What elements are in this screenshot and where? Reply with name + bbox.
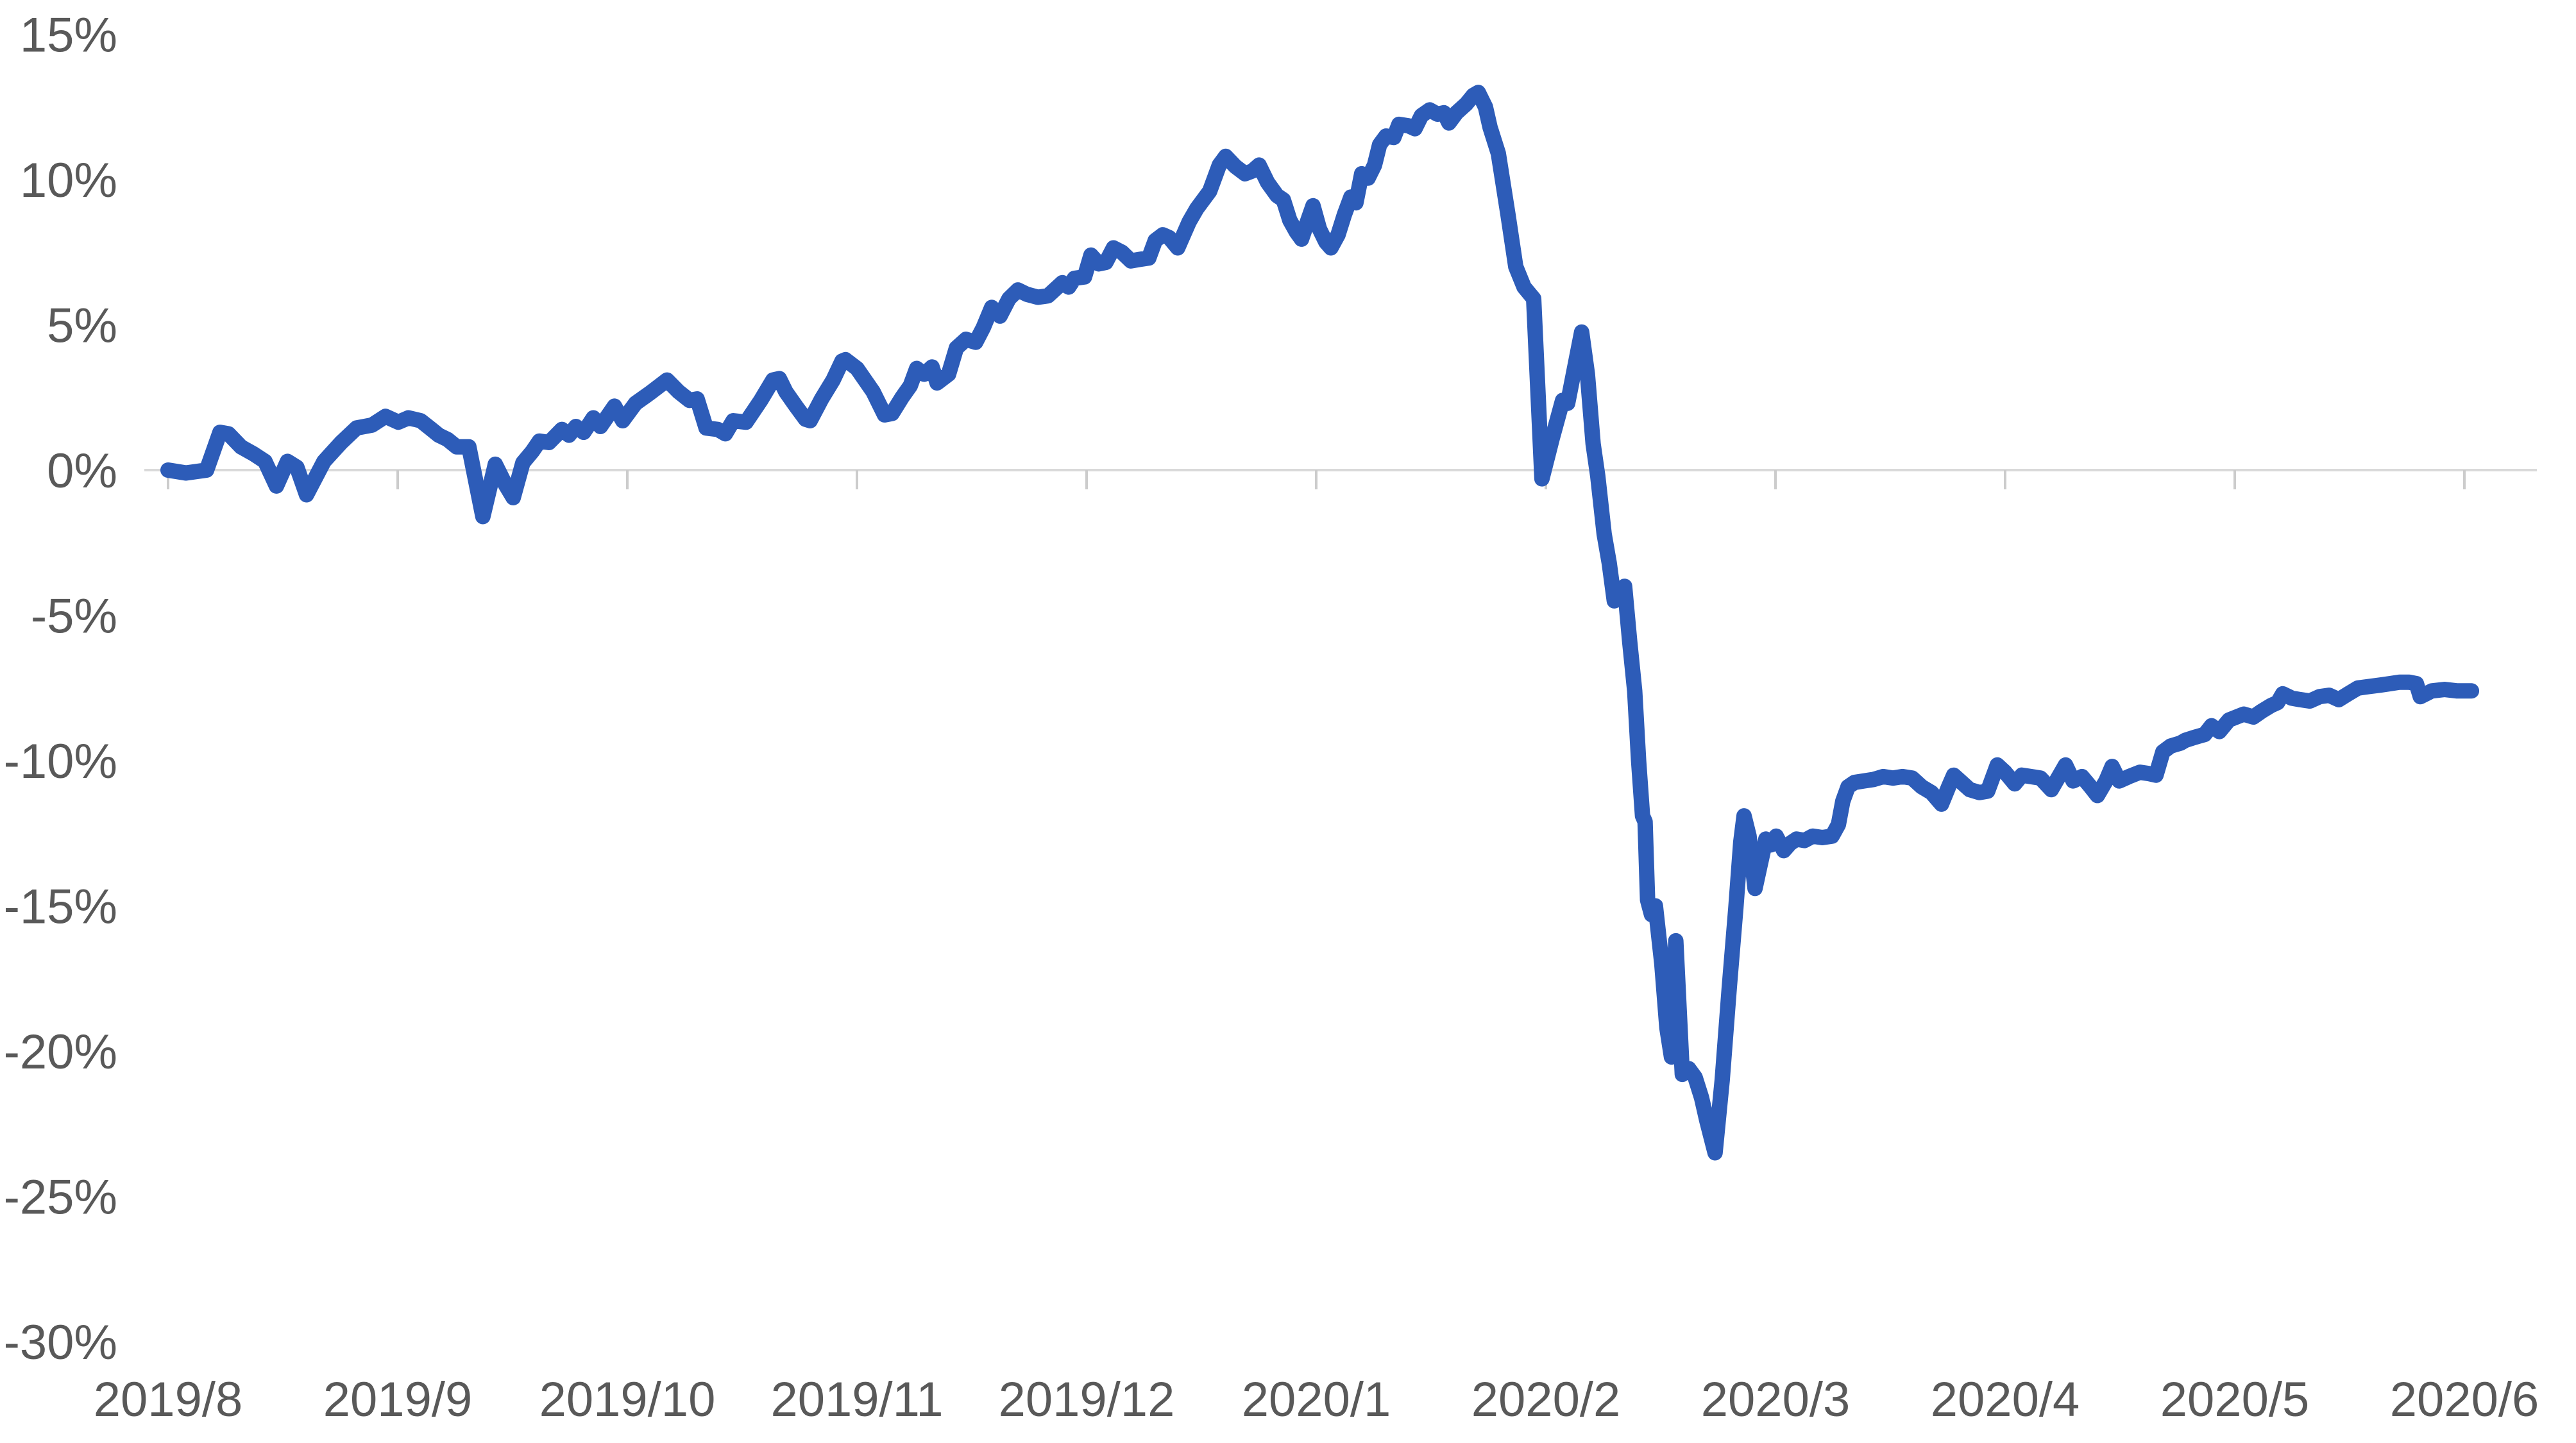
x-axis-label: 2019/11 xyxy=(770,1372,943,1427)
x-axis-label: 2019/12 xyxy=(999,1372,1175,1427)
y-axis-label: -5% xyxy=(31,589,117,644)
series-line xyxy=(160,85,2480,1161)
x-axis-label: 2019/10 xyxy=(539,1372,716,1427)
x-axis-label: 2019/9 xyxy=(323,1372,472,1427)
y-axis-labels: 15% 10% 5% 0% -5% -10% -15% -20% -25% -30% xyxy=(4,8,117,1371)
x-axis-label: 2020/1 xyxy=(1242,1372,1391,1427)
x-axis-label: 2020/6 xyxy=(2390,1372,2539,1427)
x-axis-label: 2020/4 xyxy=(1931,1372,2080,1427)
y-axis-label: -10% xyxy=(4,734,117,789)
y-axis-label: -25% xyxy=(4,1170,117,1225)
x-axis-label: 2020/2 xyxy=(1471,1372,1620,1427)
x-axis-labels: 2019/8 2019/9 2019/10 2019/11 2019/12 2020/1 2… xyxy=(94,1372,2539,1427)
x-axis-label: 2020/3 xyxy=(1701,1372,1850,1427)
y-axis-label: 0% xyxy=(47,444,117,498)
y-axis-label: -30% xyxy=(4,1315,117,1370)
x-axis-label: 2020/5 xyxy=(2160,1372,2309,1427)
x-axis-label: 2019/8 xyxy=(94,1372,242,1427)
y-axis-label: -15% xyxy=(4,880,117,934)
y-axis-label: 15% xyxy=(20,8,117,63)
y-axis-label: -20% xyxy=(4,1025,117,1079)
y-axis-label: 10% xyxy=(20,153,117,208)
y-axis-label: 5% xyxy=(47,299,117,353)
